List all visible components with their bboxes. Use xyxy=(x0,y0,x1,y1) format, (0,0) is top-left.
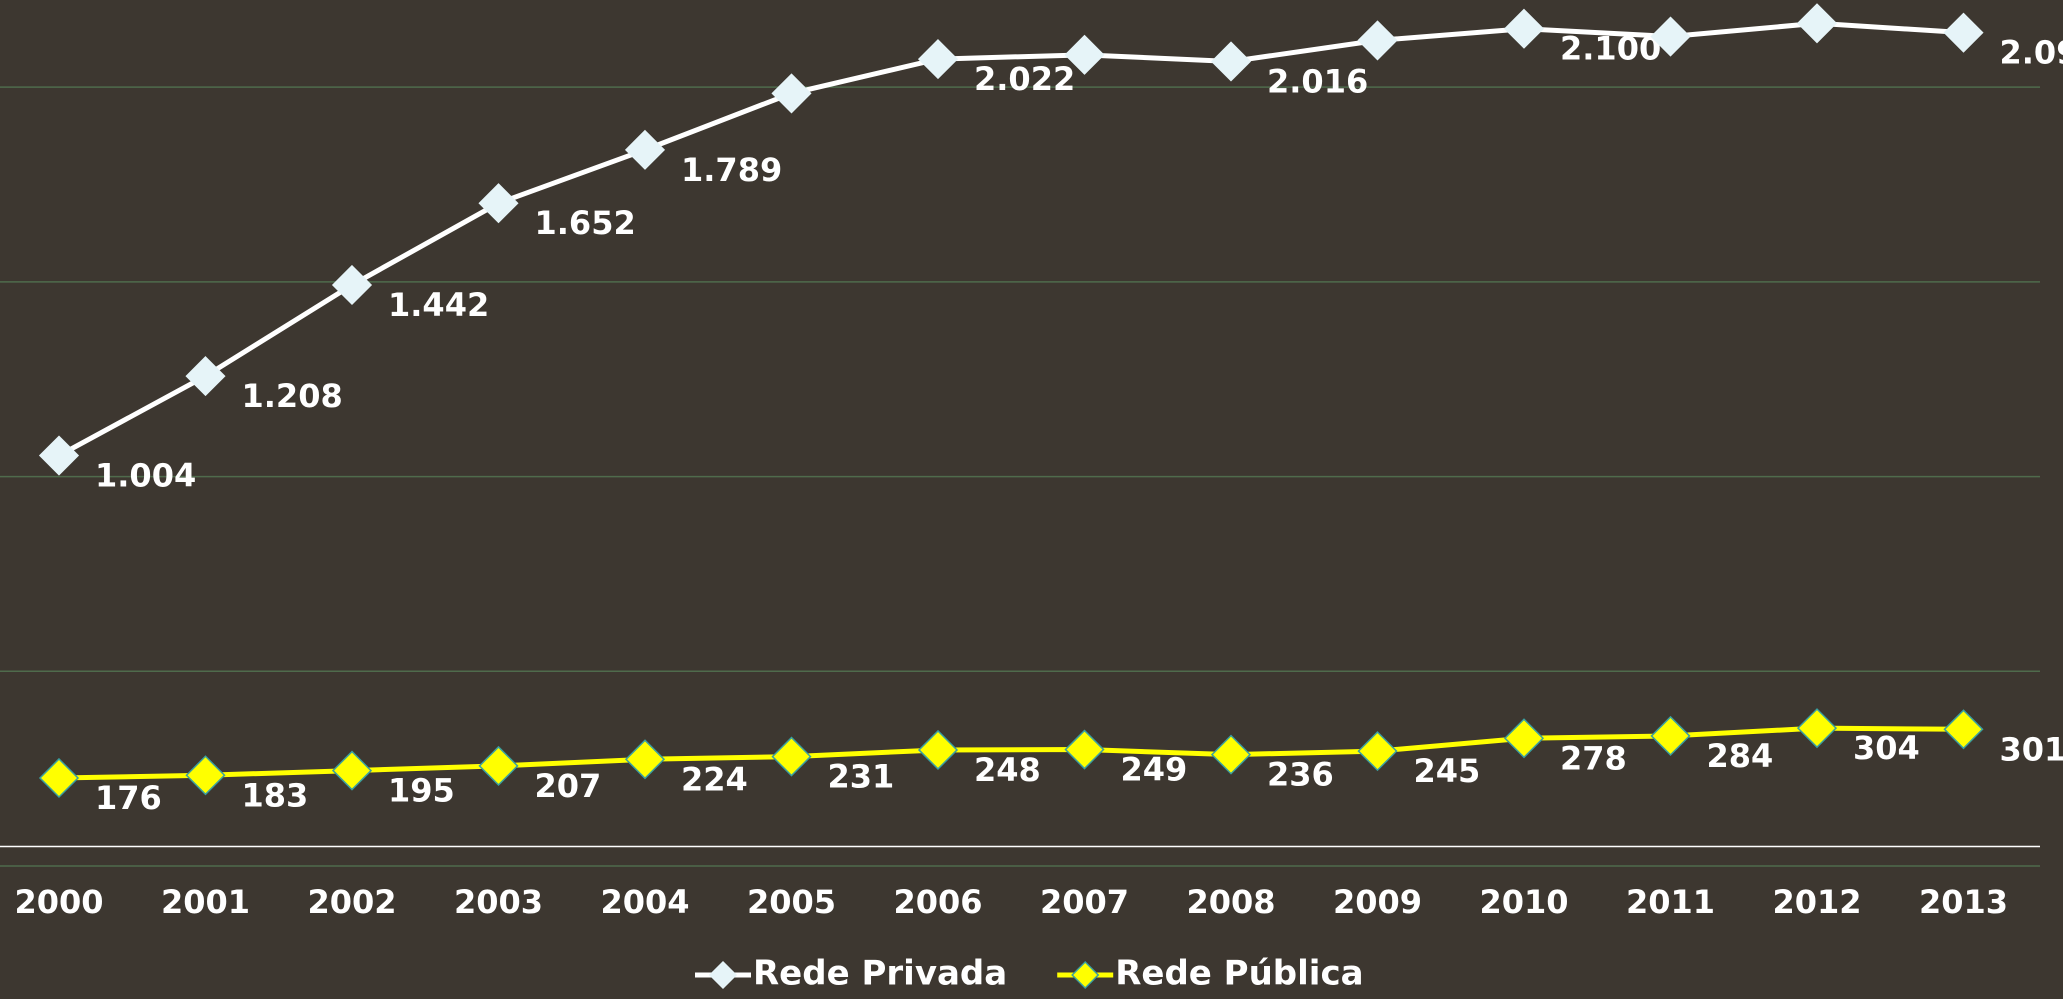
data-label: 248 xyxy=(974,751,1041,789)
data-label: 1.442 xyxy=(388,286,489,324)
data-label: 301 xyxy=(2000,730,2063,768)
x-tick-label: 2001 xyxy=(161,883,250,921)
legend-label: Rede Pública xyxy=(1115,954,1363,994)
data-label: 278 xyxy=(1560,739,1627,777)
data-label: 2.100 xyxy=(1560,30,1661,68)
data-label: 304 xyxy=(1853,729,1920,767)
data-label: 245 xyxy=(1414,752,1481,790)
x-tick-label: 2012 xyxy=(1772,883,1861,921)
x-tick-label: 2006 xyxy=(893,883,982,921)
data-label: 1.208 xyxy=(242,377,343,415)
data-label: 2.022 xyxy=(974,60,1075,98)
x-tick-label: 2002 xyxy=(307,883,396,921)
data-label: 224 xyxy=(681,760,748,798)
data-label: 236 xyxy=(1267,756,1334,794)
data-label: 176 xyxy=(95,779,162,817)
legend-label: Rede Privada xyxy=(753,954,1007,994)
data-label: 231 xyxy=(828,758,895,796)
x-tick-label: 2003 xyxy=(454,883,543,921)
x-tick-label: 2008 xyxy=(1186,883,1275,921)
x-tick-label: 2010 xyxy=(1479,883,1568,921)
data-label: 249 xyxy=(1121,751,1188,789)
x-tick-label: 2005 xyxy=(747,883,836,921)
x-tick-label: 2004 xyxy=(600,883,689,921)
data-label: 2.016 xyxy=(1267,62,1368,100)
x-tick-label: 2000 xyxy=(14,883,103,921)
data-label: 195 xyxy=(388,772,455,810)
data-label: 183 xyxy=(242,776,309,814)
data-label: 1.652 xyxy=(535,204,636,242)
data-label: 1.004 xyxy=(95,457,196,495)
x-tick-label: 2013 xyxy=(1919,883,2008,921)
data-label: 207 xyxy=(535,767,602,805)
x-tick-label: 2011 xyxy=(1626,883,1715,921)
data-label: 2.090 xyxy=(2000,34,2063,72)
data-label: 284 xyxy=(1707,737,1774,775)
x-tick-label: 2009 xyxy=(1333,883,1422,921)
x-tick-label: 2007 xyxy=(1040,883,1129,921)
data-label: 1.789 xyxy=(681,151,782,189)
